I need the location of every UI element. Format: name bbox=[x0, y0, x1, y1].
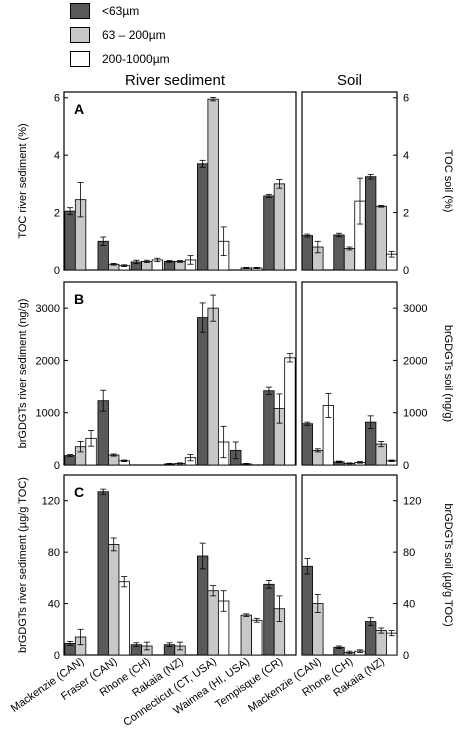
panel-A-soil-bar-2-1 bbox=[375, 205, 387, 271]
legend-swatch-63-200 bbox=[70, 27, 90, 43]
panel-C-left-tick-label-1: 40 bbox=[48, 599, 60, 611]
legend-label-63-200: 63 – 200µm bbox=[102, 28, 166, 42]
panel-A-left-tick-label-2: 4 bbox=[54, 150, 60, 162]
legend: <63µm 63 – 200µm 200-1000µm bbox=[70, 0, 170, 72]
panel-A-left-axis-label: TOC river sediment (%) bbox=[17, 123, 29, 238]
panel-C-right-tick-label-2: 80 bbox=[403, 547, 415, 559]
panel-B-left-tick-label-0: 0 bbox=[54, 460, 60, 472]
panel-C-label: C bbox=[74, 484, 84, 500]
legend-item-63-200: 63 – 200µm bbox=[70, 24, 170, 46]
legend-swatch-lt63 bbox=[70, 3, 90, 19]
panel-C-river-bar-1-2 bbox=[118, 581, 130, 656]
panel-C-river-bar-5-1 bbox=[240, 614, 252, 656]
panel-B-river-bar-4-1 bbox=[207, 307, 219, 466]
panel-A-right-tick-label-1: 2 bbox=[403, 208, 409, 220]
panel-B-right-axis-label: brGDGTs soil (ng/g) bbox=[442, 325, 454, 422]
panel-A-river-bar-6-1 bbox=[273, 183, 286, 271]
panel-A-river-bar-4-0 bbox=[196, 163, 209, 271]
panel-C-left-tick-label-3: 120 bbox=[42, 496, 60, 508]
panel-B-soil-bar-2-1 bbox=[375, 443, 387, 466]
panel-A-river-bar-3-1 bbox=[174, 260, 186, 271]
panel-C-right-tick-label-1: 40 bbox=[403, 599, 415, 611]
panel-B-right-tick-label-1: 1000 bbox=[403, 408, 427, 420]
panel-C-soil-bar-2-0 bbox=[365, 621, 377, 656]
panel-C-river-bar-1-1 bbox=[108, 544, 120, 656]
panel-A-left-tick-label-1: 2 bbox=[54, 208, 60, 220]
panel-C-soil-bar-0-0 bbox=[301, 565, 313, 656]
panel-A-river-bar-6-0 bbox=[263, 195, 275, 271]
panel-A-right-axis-label: TOC soil (%) bbox=[442, 150, 454, 213]
panel-C-right-axis-label: brGDGTs soil (µg/g TOC) bbox=[442, 503, 454, 626]
panel-A-label: A bbox=[74, 101, 84, 117]
panel-C-river-bar-1-0 bbox=[97, 491, 109, 656]
panel-B-right-tick-label-3: 3000 bbox=[403, 303, 427, 315]
panel-B-soil-bar-0-1 bbox=[312, 449, 324, 466]
river-sediment-header: River sediment bbox=[125, 72, 226, 89]
panel-A-soil-bar-2-0 bbox=[365, 176, 377, 271]
panel-C-right-tick-label-3: 120 bbox=[403, 496, 421, 508]
panel-C-soil-bar-2-1 bbox=[375, 630, 387, 656]
panel-A-soil-bar-0-0 bbox=[301, 235, 313, 271]
panel-C-river-bar-4-1 bbox=[207, 590, 219, 656]
panel-A-soil-bar-1-1 bbox=[343, 248, 356, 271]
panel-C-river-bar-4-0 bbox=[196, 555, 209, 656]
panel-B-left-axis-label: brGDGTs river sediment (ng/g) bbox=[17, 299, 29, 449]
legend-swatch-200-1000 bbox=[70, 51, 90, 67]
soil-header: Soil bbox=[337, 72, 363, 89]
panel-B-river-bar-6-0 bbox=[263, 390, 275, 466]
panel-C-left-tick-label-0: 0 bbox=[54, 650, 60, 662]
panel-A-right-tick-label-0: 0 bbox=[403, 265, 409, 277]
legend-label-lt63: <63µm bbox=[102, 4, 140, 18]
panel-C-soil-bar-2-2 bbox=[386, 632, 398, 656]
panel-B-soil-bar-0-0 bbox=[301, 423, 313, 466]
panel-A-left-tick-label-3: 6 bbox=[54, 93, 60, 105]
legend-item-200-1000: 200-1000µm bbox=[70, 48, 170, 70]
panel-A-soil-bar-1-0 bbox=[333, 234, 345, 271]
panel-A-river-bar-0-0 bbox=[64, 210, 76, 271]
panel-B-soil-frame bbox=[301, 281, 398, 466]
panel-B-left-tick-label-1: 1000 bbox=[36, 408, 60, 420]
panel-C-left-axis-label: brGDGTs river sediment (µg/g TOC) bbox=[17, 477, 29, 653]
panel-B-left-tick-label-3: 3000 bbox=[36, 303, 60, 315]
panel-A-right-tick-label-2: 4 bbox=[403, 150, 409, 162]
panel-C-river-bar-6-0 bbox=[263, 583, 275, 656]
panel-A-river-bar-4-1 bbox=[207, 98, 219, 271]
panel-A-river-bar-3-0 bbox=[163, 260, 176, 271]
panel-C-right-tick-label-0: 0 bbox=[403, 650, 409, 662]
panel-B-right-tick-label-0: 0 bbox=[403, 460, 409, 472]
legend-label-200-1000: 200-1000µm bbox=[102, 52, 170, 66]
panel-B-left-tick-label-2: 2000 bbox=[36, 355, 60, 367]
panel-B-label: B bbox=[74, 291, 84, 307]
panel-B-river-bar-6-2 bbox=[284, 357, 296, 466]
panel-B-river-bar-4-0 bbox=[196, 317, 209, 466]
legend-item-lt63: <63µm bbox=[70, 0, 170, 22]
panel-B-river-bar-1-1 bbox=[108, 454, 120, 466]
panel-A-right-tick-label-3: 6 bbox=[403, 93, 409, 105]
panel-C-river-bar-5-2 bbox=[251, 619, 263, 656]
panel-A-left-tick-label-0: 0 bbox=[54, 265, 60, 277]
panel-C-left-tick-label-2: 80 bbox=[48, 547, 60, 559]
panel-B-right-tick-label-2: 2000 bbox=[403, 355, 427, 367]
